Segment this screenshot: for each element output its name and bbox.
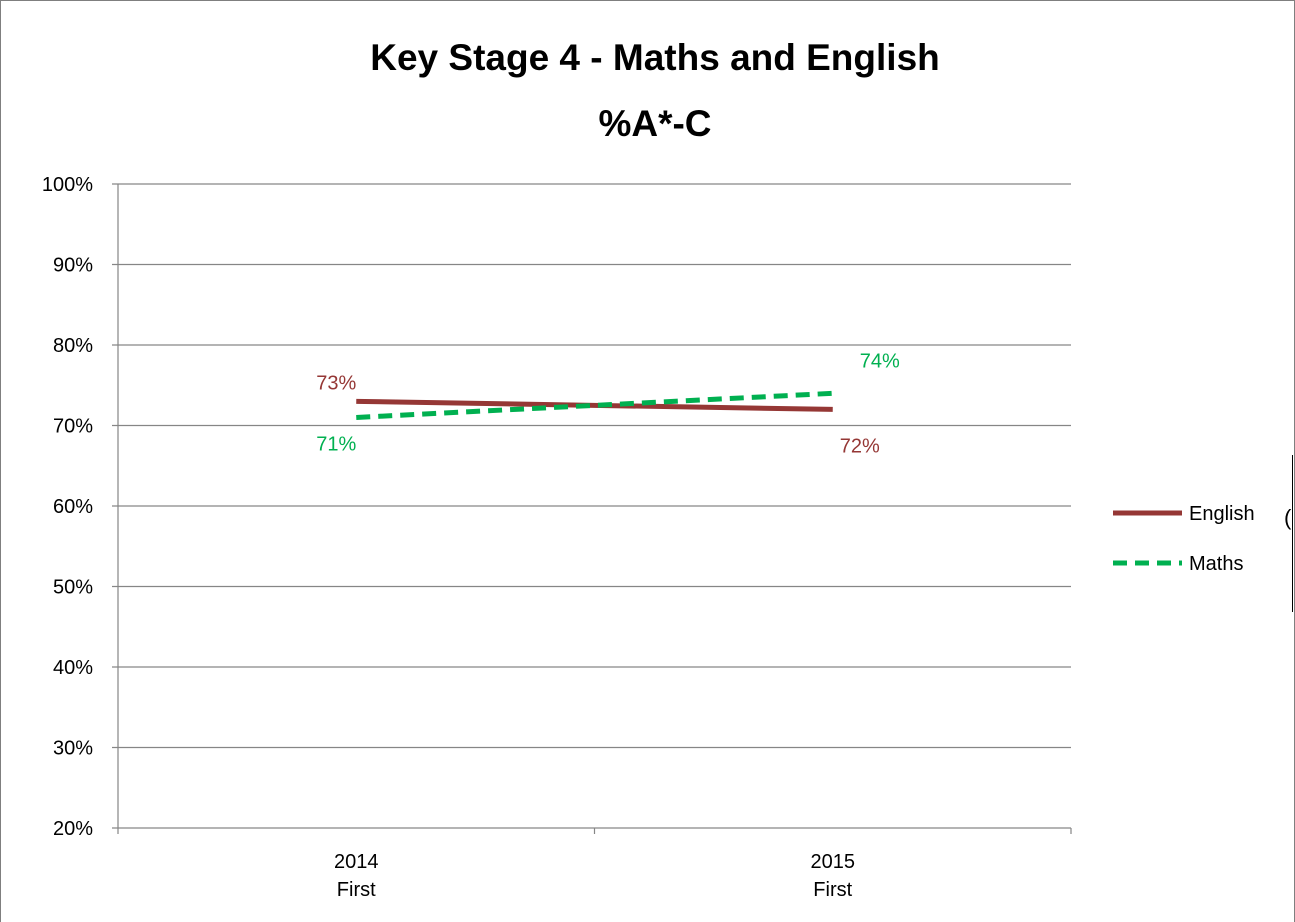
legend-label-maths: Maths [1189, 553, 1243, 575]
y-tick-label-60: 60% [53, 496, 93, 518]
data-label-english-1: 72% [840, 435, 880, 457]
data-label-maths-1: 74% [860, 350, 900, 372]
y-tick-label-50: 50% [53, 577, 93, 599]
gridlines [112, 183, 1071, 829]
x-tick-label-1-1: First [813, 879, 852, 901]
series-line-maths [356, 390, 833, 420]
x-tick-label-0-1: First [337, 879, 376, 901]
chart-title: Key Stage 4 - Maths and English %A*-C [370, 37, 940, 144]
data-labels: 73% 72% 71% 74% [316, 350, 900, 457]
x-tick-label-1-0: 2015 [811, 851, 856, 873]
clipped-edge-glyph: ( [1284, 505, 1292, 530]
chart-title-line-1: Key Stage 4 - Maths and English [370, 37, 940, 78]
y-tick-label-80: 80% [53, 335, 93, 357]
y-tick-label-100: 100% [42, 174, 93, 196]
x-axis-tick-labels: 2014 First 2015 First [334, 851, 855, 901]
legend: English Maths [1113, 503, 1255, 575]
y-tick-label-20: 20% [53, 818, 93, 840]
y-tick-label-30: 30% [53, 738, 93, 760]
y-tick-label-40: 40% [53, 657, 93, 679]
y-tick-label-70: 70% [53, 416, 93, 438]
x-tick-label-0-0: 2014 [334, 851, 379, 873]
y-tick-label-90: 90% [53, 255, 93, 277]
chart-title-line-2: %A*-C [598, 103, 711, 144]
y-axis-tick-labels: 20% 30% 40% 50% 60% 70% 80% 90% 100% [42, 174, 93, 840]
series-line-english [356, 398, 833, 412]
series-lines [356, 390, 833, 420]
legend-label-english: English [1189, 503, 1255, 525]
axes [117, 184, 1072, 834]
clipped-edge-border [1292, 455, 1293, 612]
data-label-maths-0: 71% [316, 433, 356, 455]
data-label-english-0: 73% [316, 372, 356, 394]
